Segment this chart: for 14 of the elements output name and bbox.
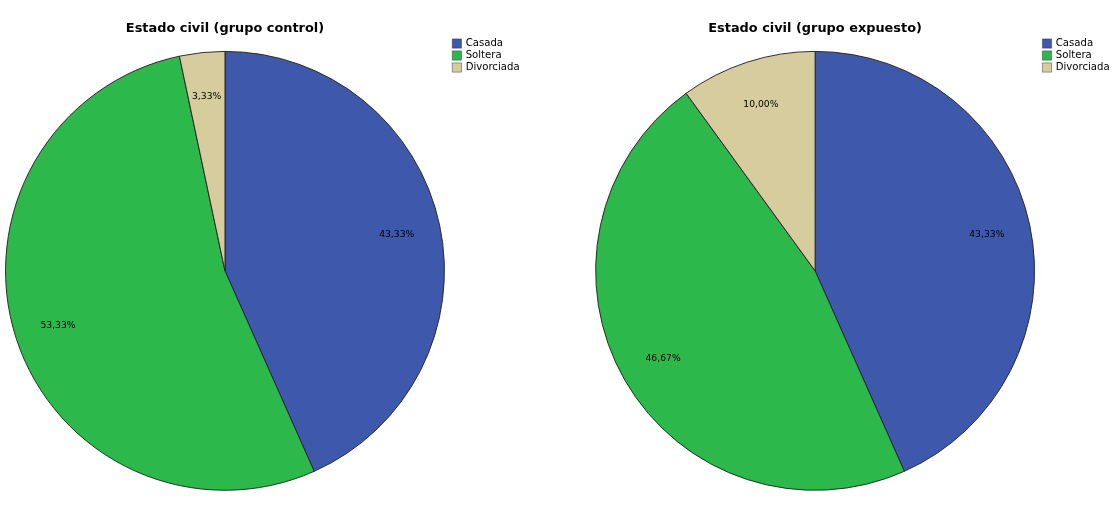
legend-label: Casada (1055, 37, 1094, 49)
data-label: 43,33% (969, 228, 1005, 240)
data-label: 46,67% (645, 352, 681, 364)
data-label: 10,00% (743, 97, 779, 109)
data-label: 53,33% (40, 318, 76, 330)
legend-label: Divorciada (1055, 61, 1110, 73)
chart-title: Estado civil (grupo control) (125, 20, 325, 36)
legend-label: Casada (465, 37, 504, 49)
legend-label: Divorciada (465, 61, 520, 73)
legend-label: Soltera (465, 49, 502, 61)
data-label: 43,33% (379, 228, 415, 240)
data-label: 3,33% (192, 90, 222, 101)
chart-title: Estado civil (grupo expuesto) (708, 20, 922, 36)
legend-label: Soltera (1055, 49, 1092, 61)
